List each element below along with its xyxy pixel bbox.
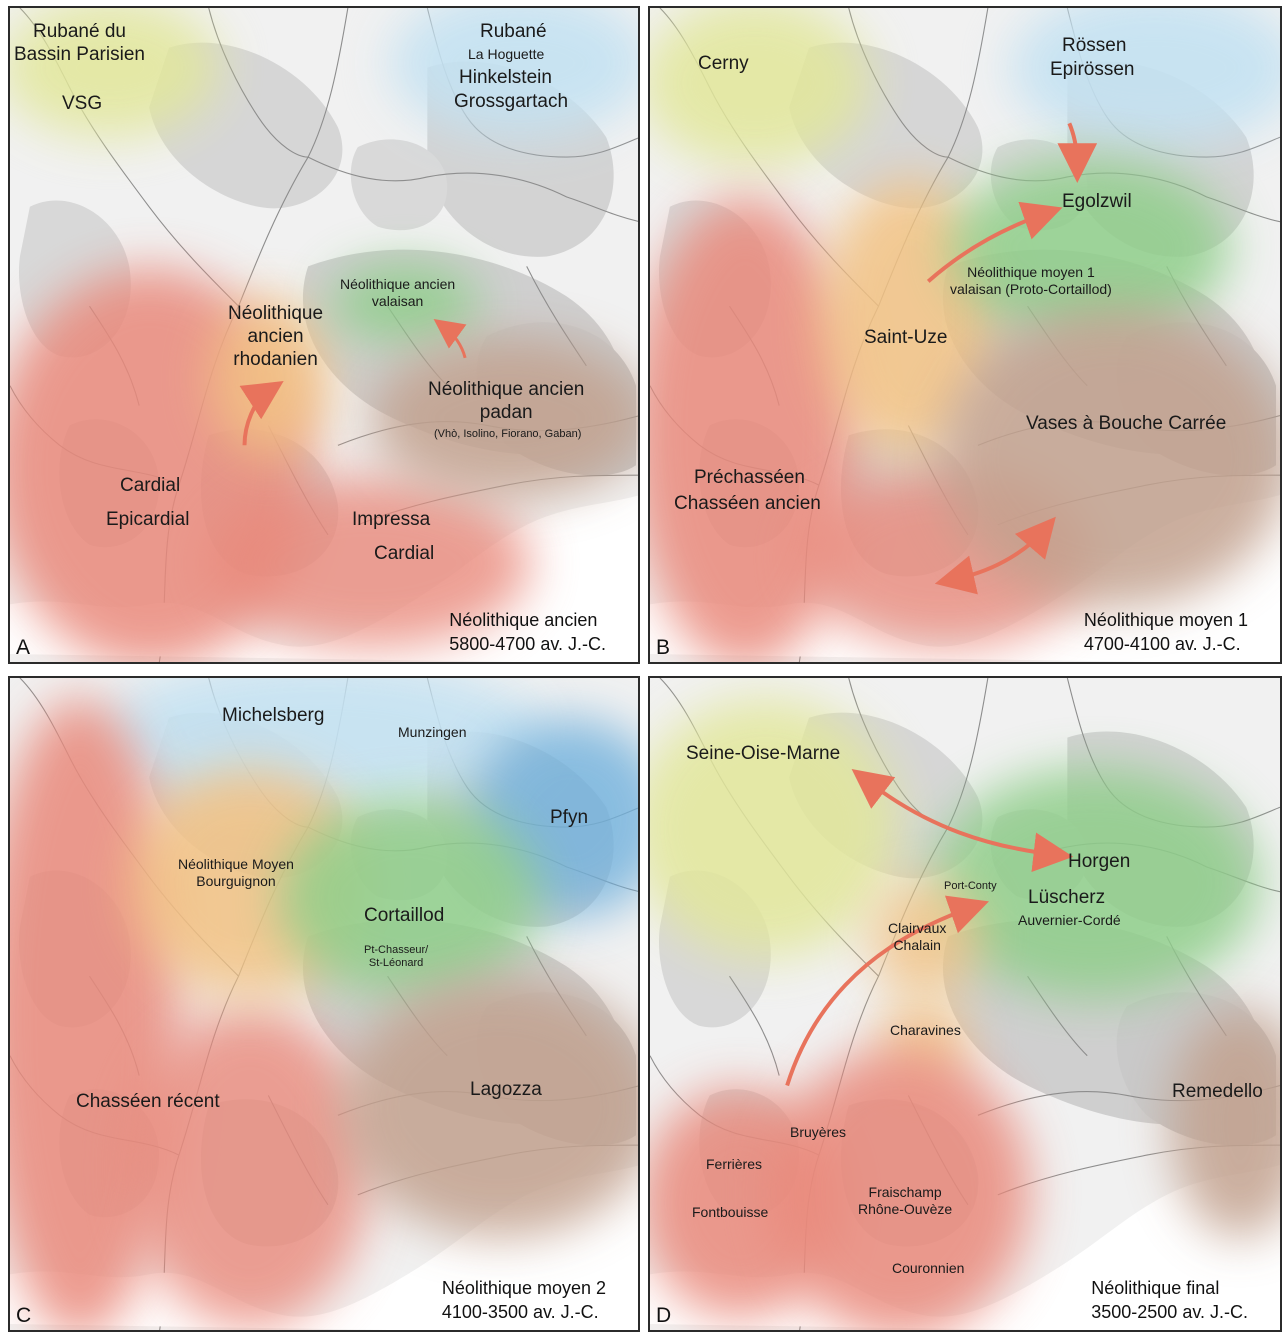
zone-lagozza (340, 978, 638, 1238)
zone-rossen (1010, 8, 1280, 148)
label-couronnien: Couronnien (892, 1260, 965, 1276)
label-chasseen-ancien: Chasséen ancien (674, 493, 821, 514)
label-cardial-italy: Cardial (374, 543, 435, 564)
zone-fraischamp (770, 1048, 1030, 1330)
panel-letter: B (656, 636, 671, 659)
label-epirossen: Epirössen (1050, 59, 1135, 80)
label-seine-oise-marne: Seine-Oise-Marne (686, 743, 841, 764)
label-rubane-bassin-parisien: Rubané du Bassin Parisien (14, 21, 145, 66)
label-pt-chasseur-st-leonard: Pt-Chasseur/St-Léonard (364, 944, 429, 970)
label-neolithique-ancien-padan: Néolithique ancien padan (428, 379, 585, 424)
label-fontbouisse: Fontbouisse (692, 1204, 769, 1220)
panel-letter: A (16, 636, 31, 659)
period-caption: Néolithique moyen 1 4700-4100 av. J.-C. (1083, 610, 1248, 654)
zone-cardial-south (210, 478, 530, 648)
map-panel-b: Cerny Rössen Epirössen Egolzwil Néolithi… (648, 6, 1282, 664)
label-neolithique-moyen-1-valaisan: Néolithique moyen 1 valaisan (Proto-Corta… (950, 264, 1112, 298)
label-neolithique-ancien-valaisan: Néolithique ancien valaisan (340, 276, 456, 310)
zone-rubane-bassin-parisien (10, 8, 220, 138)
label-la-hoguette: La Hoguette (468, 46, 545, 62)
map-panel-c: Michelsberg Munzingen Pfyn Néolithique M… (8, 676, 640, 1332)
zone-michelsberg (100, 678, 540, 808)
zone-cerny (650, 8, 870, 168)
panel-letter: C (16, 1304, 32, 1327)
label-port-conty: Port-Conty (944, 880, 997, 892)
label-rossen: Rössen (1062, 35, 1127, 56)
label-hinkelstein: Hinkelstein (459, 67, 552, 88)
panel-letter: D (656, 1304, 672, 1327)
zone-remedello (1170, 1008, 1280, 1238)
label-charavines: Charavines (890, 1022, 961, 1038)
zone-chasseen-recent-south (130, 1008, 370, 1328)
label-prechasseen: Préchasséen (694, 467, 805, 488)
label-cardial: Cardial (120, 475, 181, 496)
label-epicardial: Epicardial (106, 509, 190, 530)
zone-padan (370, 338, 638, 498)
period-caption: Néolithique final 3500-2500 av. J.-C. (1091, 1278, 1248, 1322)
period-caption: Néolithique ancien 5800-4700 av. J.-C. (449, 610, 606, 654)
label-cerny: Cerny (698, 53, 749, 74)
label-horgen: Horgen (1068, 851, 1131, 872)
label-neolithique-moyen-bourguignon: Néolithique Moyen Bourguignon (178, 856, 294, 890)
label-michelsberg: Michelsberg (222, 705, 325, 726)
label-fraischamp-rhone-ouveze: Fraischamp Rhône-Ouvèze (858, 1184, 953, 1218)
zone-vbc (940, 308, 1280, 608)
label-lagozza: Lagozza (470, 1079, 542, 1100)
label-remedello: Remedello (1172, 1081, 1263, 1102)
zone-rubane (390, 8, 638, 138)
label-impressa: Impressa (352, 509, 431, 530)
label-clairvaux-chalain: Clairvaux Chalain (888, 920, 947, 954)
label-luscherz: Lüscherz (1028, 887, 1106, 908)
label-neolithique-ancien-rhodanien: Néolithique ancien rhodanien (228, 303, 324, 371)
label-bruyeres: Bruyères (790, 1124, 847, 1140)
label-egolzwil: Egolzwil (1062, 191, 1132, 212)
label-munzingen: Munzingen (398, 724, 467, 740)
period-caption: Néolithique moyen 2 4100-3500 av. J.-C. (441, 1278, 606, 1322)
label-vsg: VSG (62, 93, 103, 114)
label-ferrieres: Ferrières (706, 1156, 763, 1172)
label-grossgartach: Grossgartach (454, 91, 569, 112)
label-pfyn: Pfyn (550, 807, 589, 828)
label-cortaillod: Cortaillod (364, 905, 445, 926)
label-auvernier-corde: Auvernier-Cordé (1018, 912, 1121, 928)
map-panel-a: Rubané du Bassin Parisien VSG Rubané La H… (8, 6, 640, 664)
label-vases-a-bouche-carree: Vases à Bouche Carrée (1026, 413, 1227, 434)
map-panel-d: Seine-Oise-Marne Horgen Port-Conty Lüsch… (648, 676, 1282, 1332)
zone-cortaillod (280, 798, 540, 998)
label-padan-sites: (Vhò, Isolino, Fiorano, Gaban) (434, 428, 582, 440)
label-chasseen-recent: Chasséen récent (76, 1091, 220, 1112)
label-saint-uze: Saint-Uze (864, 327, 948, 348)
label-rubane: Rubané (480, 21, 547, 42)
